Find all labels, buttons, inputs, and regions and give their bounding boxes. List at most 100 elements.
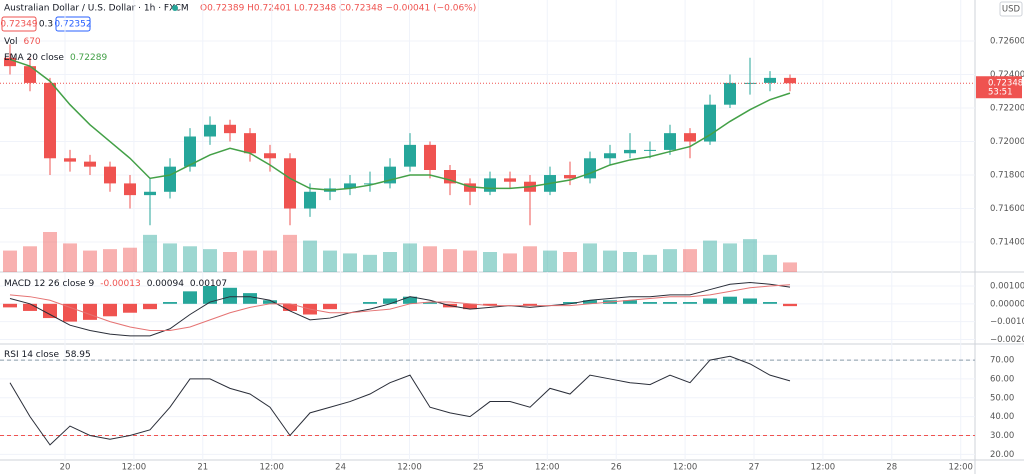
macd-histogram-bar [423,302,437,304]
volume-bar [643,254,657,272]
y-tick-label: 0.72400 [990,70,1024,80]
macd-histogram-value: -0.00013 [100,279,140,289]
candle-body [144,191,156,196]
time-label: 12:00 [948,463,973,473]
macd-histogram-bar [663,302,677,304]
time-label: 12:00 [535,463,560,473]
volume-bar [83,250,97,272]
y-tick-label: 20.00 [990,450,1014,460]
macd-histogram-bar [243,293,257,304]
y-tick-label: −0.00100 [990,317,1024,327]
ask[interactable]: 0.72352 [54,20,91,30]
volume-bar [563,252,577,272]
macd-histogram-bar [643,302,657,304]
rsi-legend: RSI 14 close 58.95 [4,350,91,360]
volume-legend: Vol 670 [4,37,41,47]
macd-histogram-bar [323,303,337,310]
spread: 0.3 [39,20,53,30]
volume-bar [423,246,437,272]
y-tick-label: −0.00200 [990,335,1024,345]
y-tick-label: 0.72200 [990,104,1024,114]
candle-body [124,183,136,196]
ema-value: 0.72289 [70,53,107,63]
volume-bar [43,232,57,272]
candle-body [244,133,256,154]
macd-histogram-bar [483,303,497,306]
currency[interactable]: USD [1002,5,1021,15]
time-label: 12:00 [397,463,422,473]
candle-body [464,183,476,192]
candle-body [164,166,176,192]
volume-bar [183,246,197,272]
candle-body [664,133,676,150]
time-label: 27 [749,463,760,473]
candle-body [404,144,416,167]
volume-bar [403,243,417,272]
candle-body [44,82,56,159]
time-label: 21 [197,463,208,473]
volume-bar [283,234,297,272]
ohlc: O0.72389 H0.72401 L0.72348 C0.72348 −0.0… [200,4,476,14]
macd-histogram-bar [103,303,117,317]
macd-histogram-bar [43,303,57,319]
time-label: 12:00 [122,463,147,473]
candle-body [484,178,496,192]
y-tick-label: 60.00 [990,374,1014,384]
volume-bar [243,250,257,272]
time-label: 20 [60,463,71,473]
macd-histogram-bar [563,302,577,304]
candle-body [4,57,16,67]
macd-histogram-bar [583,300,597,304]
volume-bar [503,253,517,272]
volume-bar [663,249,677,272]
macd-histogram-bar [83,303,97,320]
volume-bar [303,240,317,272]
volume-bar [383,252,397,272]
currency-button[interactable] [999,1,1023,17]
candle-body [564,175,576,179]
macd-value: 0.00094 [147,279,184,289]
time-label: 24 [335,463,346,473]
candle-body [284,158,296,209]
time-label: 26 [611,463,622,473]
volume-bar [123,247,137,272]
y-tick-label: 0.72000 [990,137,1024,147]
macd-histogram-bar [523,303,537,306]
macd-histogram-bar [63,303,77,322]
volume-bar [223,252,237,272]
ema-name: EMA 20 close [4,53,64,63]
candle-body [304,191,316,209]
volume-bar [143,234,157,272]
candle-body [204,124,216,137]
macd-histogram-bar [3,303,17,308]
time-label: 12:00 [811,463,836,473]
y-tick-label: 0.00000 [990,299,1024,309]
candle-body [504,178,516,182]
macd-histogram-bar [263,300,277,304]
time-label: 25 [473,463,484,473]
macd-histogram-bar [463,303,477,310]
candle-body [604,153,616,159]
macd-value: 0.00107 [190,279,227,289]
y-tick-label: 70.00 [990,356,1014,366]
candle-body [784,77,796,84]
macd-histogram-bar [183,291,197,304]
volume-bar [323,250,337,272]
volume-bar [263,250,277,272]
bid[interactable]: 0.72349 [0,20,37,30]
volume-bar [543,250,557,272]
macd-histogram-bar [683,302,697,304]
candle-body [84,161,96,167]
y-tick-label: 30.00 [990,431,1014,441]
sell-button[interactable] [1,16,37,32]
rsi-value: 58.95 [65,350,91,360]
volume-bar [63,243,77,272]
rsi-line [9,355,791,446]
volume-value: 670 [23,37,40,47]
macd-line [9,284,791,332]
macd-histogram-bar [143,303,157,310]
time-label: 12:00 [259,463,284,473]
candle-body [184,136,196,167]
